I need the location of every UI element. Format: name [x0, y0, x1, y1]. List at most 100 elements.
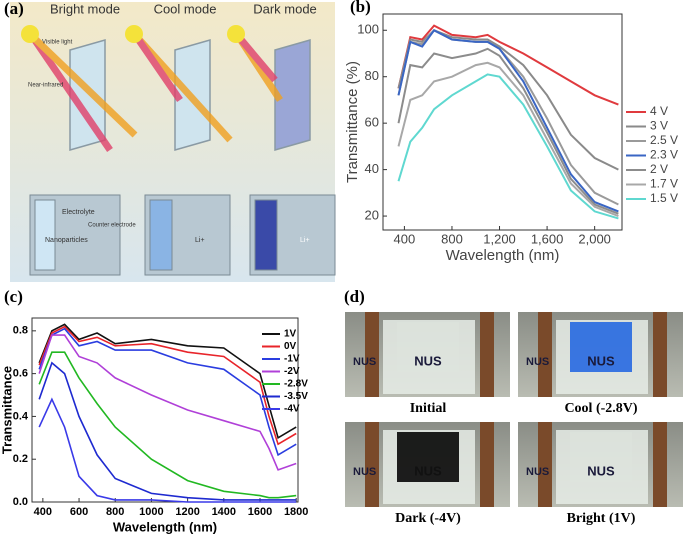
nir-ray	[29, 34, 113, 152]
plot-frame	[31, 317, 299, 503]
legend-label: 2.5 V	[650, 133, 678, 147]
electrode	[538, 422, 552, 507]
legend-label: 0V	[284, 341, 297, 352]
logo: NUS	[526, 356, 549, 368]
sun	[227, 25, 245, 43]
line-series	[397, 29, 619, 171]
legend-label: 1.5 V	[650, 191, 678, 205]
legend-label: -2V	[284, 366, 300, 377]
annotation: Counter electrode	[88, 223, 136, 229]
annotation: Li+	[195, 237, 205, 244]
legend-label: -3.5V	[284, 391, 308, 402]
line-series	[38, 334, 297, 471]
window	[274, 39, 311, 151]
photo-caption: Cool (-2.8V)	[564, 401, 637, 416]
x-tick-label: 600	[70, 506, 88, 518]
panel-label: (c)	[4, 287, 23, 306]
x-axis-label: Wavelength (nm)	[113, 519, 217, 534]
sun	[21, 25, 39, 43]
x-tick-label: 1200	[175, 506, 199, 518]
y-tick-label: 80	[365, 68, 379, 83]
film	[570, 322, 632, 372]
line-series	[38, 351, 297, 499]
cubes	[29, 194, 336, 276]
photo-caption: Dark (-4V)	[395, 511, 461, 526]
x-tick-label: 1800	[284, 506, 308, 518]
electrode	[365, 312, 379, 397]
nir-ray	[133, 34, 183, 102]
film	[397, 322, 459, 372]
electrode	[538, 312, 552, 397]
mode-label: Bright mode	[50, 1, 120, 16]
logo: NUS	[414, 463, 442, 478]
y-tick-label: 0.0	[13, 496, 28, 508]
line-series	[38, 327, 297, 457]
y-tick-label: 20	[365, 208, 379, 223]
line-series	[38, 323, 297, 440]
mode-label: Dark mode	[253, 1, 317, 16]
electrode	[254, 199, 278, 271]
rays	[29, 33, 283, 152]
panel-label: (a)	[4, 0, 24, 18]
legend-label: 3 V	[650, 119, 668, 133]
electrode	[653, 422, 667, 507]
line-series	[397, 73, 619, 220]
x-tick-label: 400	[34, 506, 52, 518]
legend-label: 4 V	[650, 104, 668, 118]
legend-label: -4V	[284, 404, 300, 415]
line-series	[38, 361, 297, 501]
line-series	[397, 47, 619, 215]
logo: NUS	[526, 466, 549, 478]
annotation: Near-infrared	[28, 83, 63, 89]
logo: NUS	[353, 466, 376, 478]
photos: (d) NUS NUS Initial NUS NUS Cool (-2.8V) NUS NU…	[344, 287, 683, 526]
logo: NUS	[414, 353, 442, 368]
y-tick-label: 0.6	[13, 368, 28, 380]
mode-label: Cool mode	[154, 1, 217, 16]
legend-label: 2 V	[650, 162, 668, 176]
line-series	[397, 24, 619, 106]
visible-ray	[29, 33, 138, 138]
legend-label: 1V	[284, 329, 297, 340]
legend-label: -1V	[284, 354, 300, 365]
annotation: Visible light	[42, 40, 73, 46]
line-series	[397, 29, 619, 213]
x-tick-label: 1400	[212, 506, 236, 518]
annotation: Li+	[300, 237, 310, 244]
annotation: Nanoparticles	[45, 237, 88, 244]
photo-caption: Bright (1V)	[567, 511, 636, 526]
electrode	[149, 199, 173, 271]
device	[383, 320, 475, 394]
y-tick-label: 0.2	[13, 453, 28, 465]
panel-label: (d)	[344, 287, 365, 306]
y-tick-label: 0.8	[13, 325, 28, 337]
y-tick-label: 60	[365, 115, 379, 130]
device	[556, 430, 648, 504]
logo: NUS	[353, 356, 376, 368]
sun	[125, 25, 143, 43]
y-tick-label: 100	[357, 22, 379, 37]
electrode	[480, 312, 494, 397]
x-tick-label: 1,200	[483, 231, 516, 246]
y-tick-label: 40	[365, 161, 379, 176]
electrode	[480, 422, 494, 507]
x-tick-label: 800	[441, 231, 463, 246]
x-tick-label: 1600	[248, 506, 272, 518]
annotation: Electrolyte	[62, 209, 95, 216]
film	[397, 432, 459, 482]
line-series	[38, 397, 297, 503]
logo: NUS	[587, 353, 615, 368]
plot-frame	[382, 13, 623, 231]
line-series	[38, 325, 297, 446]
legend-label: 1.7 V	[650, 177, 678, 191]
legend-label: -2.8V	[284, 379, 308, 390]
x-tick-label: 400	[394, 231, 416, 246]
x-axis-label: Wavelength (nm)	[446, 247, 560, 264]
x-tick-label: 1,600	[531, 231, 564, 246]
line-series	[397, 61, 619, 218]
x-tick-label: 800	[106, 506, 124, 518]
photo-caption: Initial	[410, 401, 447, 416]
x-tick-label: 2,000	[578, 231, 611, 246]
electrode	[653, 312, 667, 397]
